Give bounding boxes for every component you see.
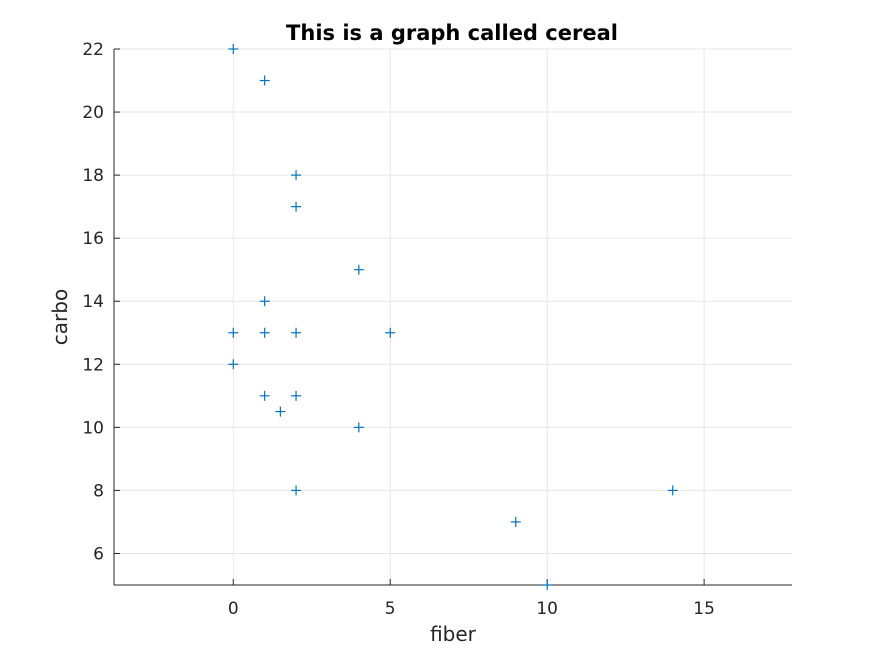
y-tick-label: 18 <box>82 166 104 186</box>
data-point <box>291 327 302 338</box>
x-axis-label: fiber <box>430 622 477 646</box>
y-tick-label: 22 <box>82 40 104 60</box>
x-tick-label: 5 <box>385 599 396 619</box>
data-point <box>353 422 364 433</box>
data-point <box>291 170 302 181</box>
data-point <box>228 44 239 54</box>
y-tick-label: 16 <box>82 229 104 249</box>
data-point <box>259 75 270 86</box>
data-point <box>228 359 239 370</box>
data-point <box>259 327 270 338</box>
data-point <box>291 485 302 496</box>
y-tick-label: 20 <box>82 103 104 123</box>
data-point <box>259 296 270 307</box>
y-tick-label: 12 <box>82 355 104 375</box>
x-tick-label: 10 <box>536 599 558 619</box>
data-point <box>275 406 286 417</box>
data-point <box>510 516 521 527</box>
y-tick-label: 14 <box>82 292 104 312</box>
x-tick-label: 0 <box>228 599 239 619</box>
data-point <box>667 485 678 496</box>
y-axis-label: carbo <box>48 289 72 345</box>
data-point <box>353 264 364 275</box>
data-point <box>542 580 553 590</box>
y-tick-label: 10 <box>82 418 104 438</box>
x-tick-label: 15 <box>693 599 715 619</box>
data-points <box>228 44 678 590</box>
y-tick-label: 8 <box>93 481 104 501</box>
grid <box>114 48 792 585</box>
data-point <box>291 390 302 401</box>
data-point <box>385 327 396 338</box>
axes <box>113 49 792 586</box>
y-tick-label: 6 <box>93 544 104 564</box>
data-point <box>228 327 239 338</box>
data-point <box>259 390 270 401</box>
chart-title: This is a graph called cereal <box>286 21 618 45</box>
data-point <box>291 201 302 212</box>
ticks: 0 5 10 15 6 8 10 12 14 16 18 20 22 <box>82 40 715 619</box>
